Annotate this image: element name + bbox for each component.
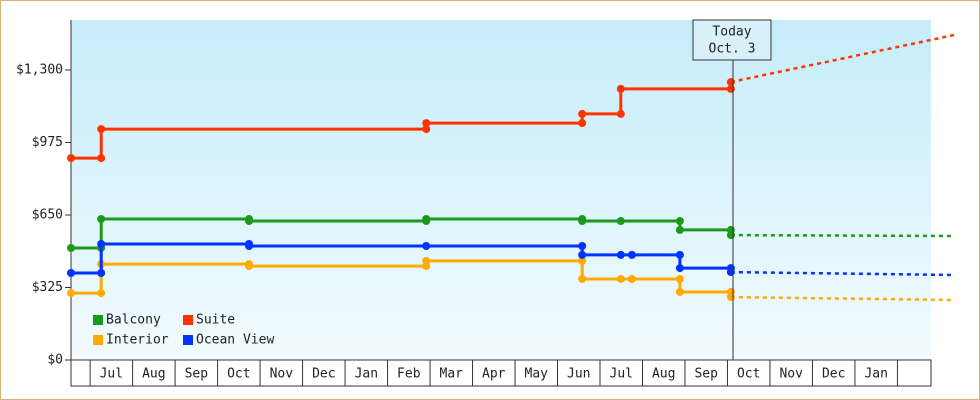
price-point bbox=[578, 241, 587, 250]
price-point bbox=[616, 217, 625, 226]
plot-area bbox=[71, 20, 931, 360]
price-point bbox=[97, 289, 106, 298]
price-point bbox=[726, 268, 735, 277]
price-point bbox=[675, 225, 684, 234]
price-point bbox=[245, 241, 254, 250]
y-tick-label: $0 bbox=[47, 353, 63, 368]
price-point bbox=[675, 217, 684, 226]
price-point bbox=[67, 289, 75, 298]
price-point bbox=[578, 217, 587, 226]
legend-label: Ocean View bbox=[196, 333, 274, 348]
price-point bbox=[245, 217, 254, 226]
price-point bbox=[726, 84, 735, 93]
x-tick-label: Sep bbox=[185, 367, 209, 382]
price-point bbox=[726, 231, 735, 240]
y-tick-label: $325 bbox=[32, 280, 63, 295]
price-point bbox=[67, 154, 75, 163]
price-point bbox=[97, 239, 106, 248]
price-point bbox=[578, 109, 587, 118]
today-box bbox=[692, 19, 772, 61]
x-tick-label: Jun bbox=[567, 367, 590, 382]
legend-swatch bbox=[183, 335, 193, 345]
y-tick-label: $650 bbox=[32, 207, 63, 222]
price-point bbox=[97, 215, 106, 224]
forecast-line bbox=[730, 295, 955, 302]
y-tick-label: $1,300 bbox=[16, 62, 63, 77]
legend-swatch bbox=[93, 335, 103, 345]
price-point bbox=[675, 275, 684, 284]
price-point bbox=[616, 84, 625, 93]
price-point bbox=[422, 241, 431, 250]
x-tick-label: Oct bbox=[227, 367, 250, 382]
legend-swatch bbox=[183, 315, 193, 325]
x-tick-label: Sep bbox=[694, 367, 718, 382]
price-point bbox=[616, 275, 625, 284]
x-tick-label: Dec bbox=[312, 367, 335, 382]
x-tick-label: Nov bbox=[779, 367, 803, 382]
price-point bbox=[616, 250, 625, 259]
forecast-line bbox=[730, 233, 955, 238]
price-point bbox=[97, 125, 106, 134]
price-point bbox=[675, 250, 684, 259]
price-point bbox=[726, 293, 735, 302]
legend-swatch bbox=[93, 315, 103, 325]
price-point bbox=[616, 109, 625, 118]
x-tick-label: Jul bbox=[100, 367, 123, 382]
price-point bbox=[675, 287, 684, 296]
forecast-line bbox=[730, 33, 956, 84]
today-label: Today bbox=[712, 25, 751, 40]
price-point bbox=[422, 125, 431, 134]
x-tick-label: Feb bbox=[397, 367, 421, 382]
price-point bbox=[422, 256, 431, 265]
price-point bbox=[627, 250, 636, 259]
x-tick-label: Jul bbox=[610, 367, 633, 382]
legend-label: Suite bbox=[196, 313, 235, 328]
legend-label: Interior bbox=[106, 333, 169, 348]
price-point bbox=[67, 244, 75, 253]
price-point bbox=[578, 119, 587, 128]
price-point bbox=[422, 215, 431, 224]
y-tick-label: $975 bbox=[32, 135, 63, 150]
price-point bbox=[245, 262, 254, 271]
price-point bbox=[97, 154, 106, 163]
forecast-line bbox=[730, 270, 955, 277]
price-point bbox=[578, 256, 587, 265]
x-tick-label: May bbox=[525, 367, 549, 382]
price-point bbox=[675, 264, 684, 273]
x-tick-label: Dec bbox=[822, 367, 845, 382]
price-point bbox=[422, 119, 431, 128]
price-point bbox=[67, 268, 75, 277]
price-point bbox=[627, 275, 636, 284]
x-tick-label: Nov bbox=[270, 367, 294, 382]
price-point bbox=[97, 268, 106, 277]
price-point bbox=[578, 275, 587, 284]
x-tick-label: Jan bbox=[355, 367, 378, 382]
x-tick-label: Oct bbox=[737, 367, 760, 382]
x-tick-label: Mar bbox=[440, 367, 464, 382]
x-axis-box bbox=[70, 359, 932, 387]
price-point bbox=[726, 78, 735, 87]
legend-label: Balcony bbox=[106, 313, 161, 328]
x-tick-label: Jan bbox=[864, 367, 887, 382]
price-point bbox=[578, 250, 587, 259]
x-tick-label: Apr bbox=[482, 367, 506, 382]
x-tick-label: Aug bbox=[142, 367, 165, 382]
today-date: Oct. 3 bbox=[709, 42, 756, 57]
x-tick-label: Aug bbox=[652, 367, 675, 382]
